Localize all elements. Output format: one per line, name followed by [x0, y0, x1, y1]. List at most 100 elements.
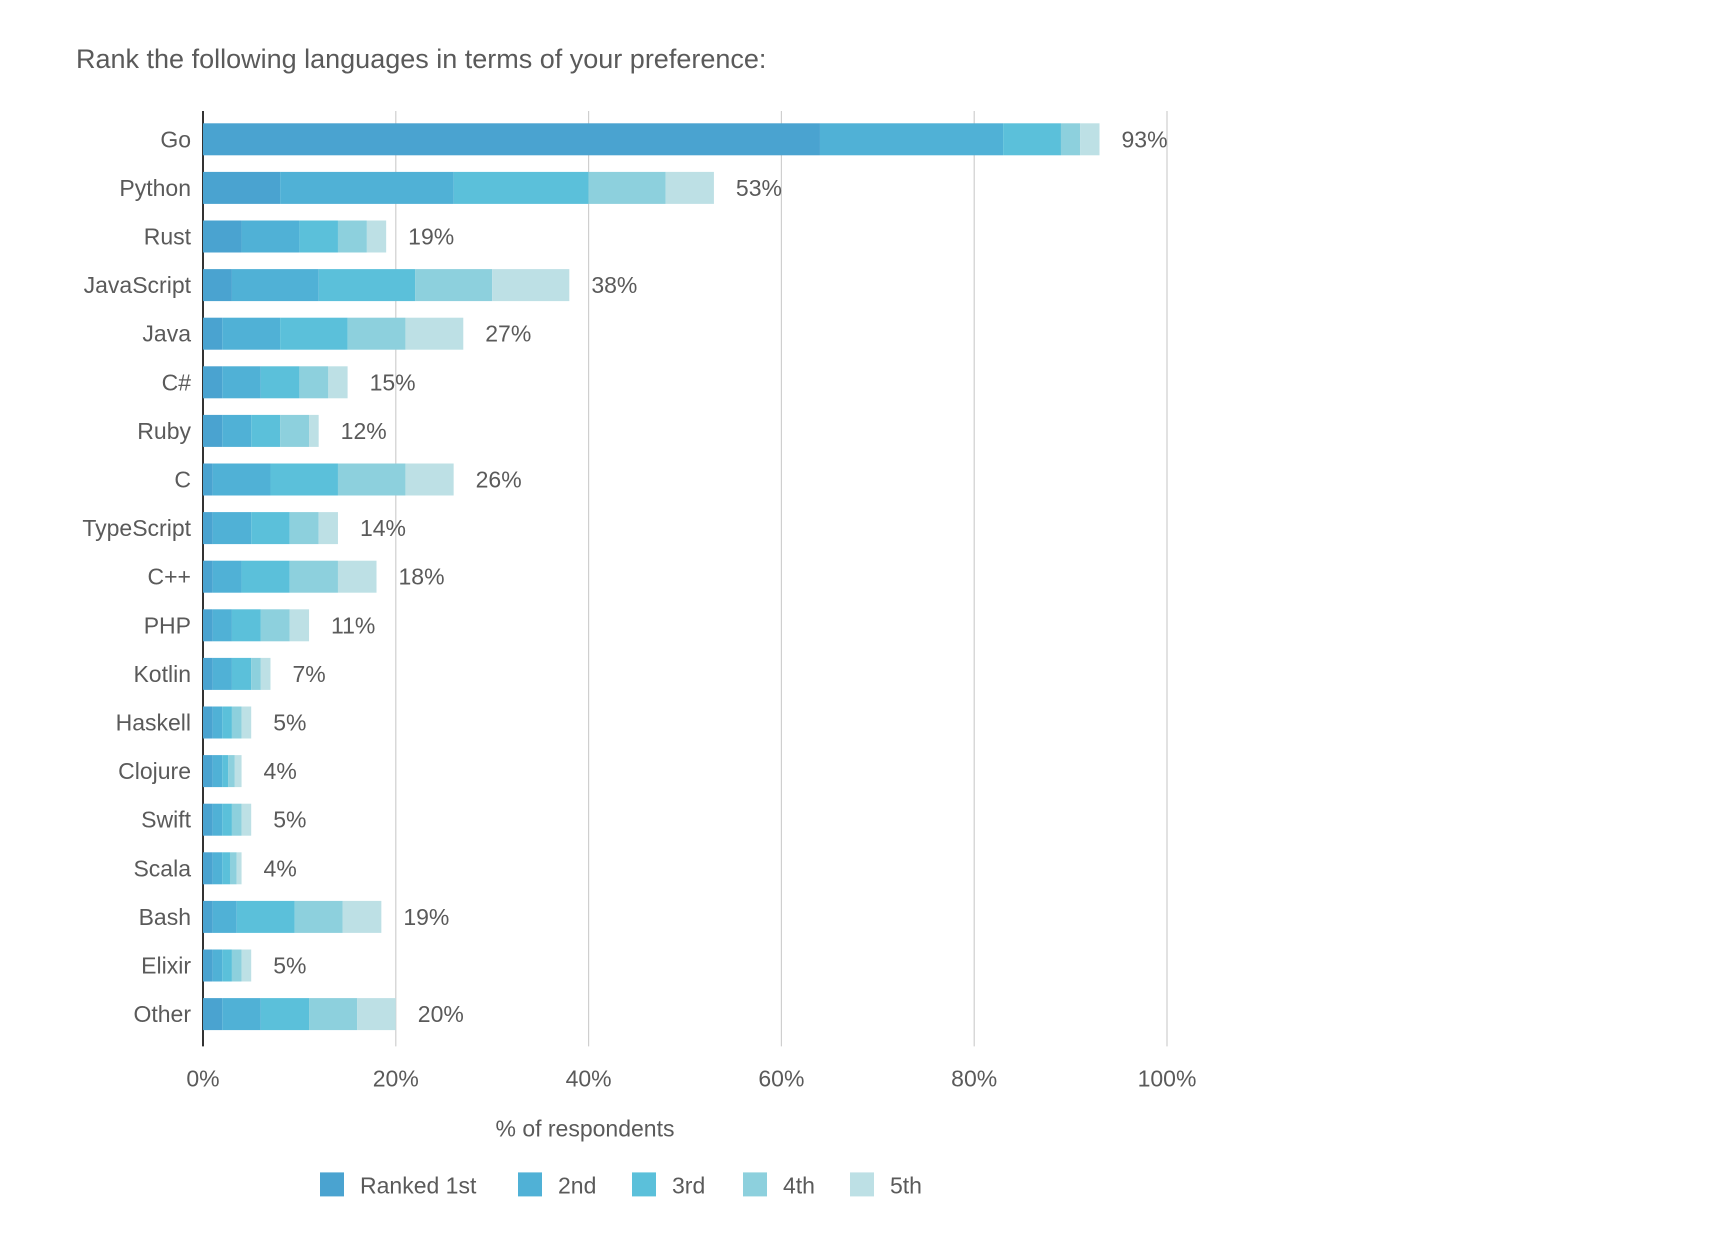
bar-rust-4th	[337, 220, 367, 253]
bar-swift-2nd	[212, 803, 223, 836]
bar-python-4th	[588, 171, 666, 204]
bar-typescript-3rd	[251, 512, 290, 545]
bar-ruby-ranked-1st	[203, 414, 223, 447]
category-label-rust: Rust	[144, 224, 192, 250]
category-label-swift: Swift	[141, 807, 191, 833]
bar-go-ranked-1st	[203, 123, 820, 156]
labels: 0% 20% 40% 60% 80% 100% Go 93% Python 53% Rust 19% J…	[82, 126, 1196, 1141]
bar-scala-ranked-1st	[203, 852, 213, 885]
total-label-javascript: 38%	[591, 272, 637, 298]
bar-python-5th	[665, 171, 714, 204]
bar-elixir-ranked-1st	[203, 949, 213, 982]
bar-haskell-4th	[231, 706, 242, 739]
bar-kotlin-ranked-1st	[203, 657, 213, 690]
bar-csharp-3rd	[260, 366, 300, 399]
category-label-elixir: Elixir	[141, 953, 191, 979]
bars	[203, 123, 1100, 1031]
bar-clojure-2nd	[212, 755, 223, 788]
category-label-csharp: C#	[162, 369, 192, 395]
bar-kotlin-3rd	[231, 657, 252, 690]
total-label-other: 20%	[418, 1001, 464, 1027]
legend-swatch-4th	[743, 1172, 767, 1197]
chart-title: Rank the following languages in terms of…	[76, 44, 767, 74]
bar-other-3rd	[260, 998, 310, 1031]
bar-csharp-5th	[328, 366, 348, 399]
total-label-csharp: 15%	[370, 369, 416, 395]
bar-python-3rd	[453, 171, 589, 204]
bar-typescript-5th	[318, 512, 338, 545]
bar-elixir-2nd	[212, 949, 223, 982]
x-tick-label: 60%	[758, 1065, 804, 1091]
bar-elixir-5th	[241, 949, 252, 982]
x-tick-label: 100%	[1138, 1065, 1197, 1091]
category-label-php: PHP	[144, 612, 191, 638]
category-label-ruby: Ruby	[137, 418, 191, 444]
bar-clojure-3rd	[222, 755, 229, 788]
bar-swift-4th	[231, 803, 242, 836]
bar-csharp-4th	[299, 366, 329, 399]
category-label-typescript: TypeScript	[82, 515, 191, 541]
total-label-bash: 19%	[403, 904, 449, 930]
bar-java-5th	[405, 317, 464, 350]
bar-swift-ranked-1st	[203, 803, 213, 836]
total-label-elixir: 5%	[273, 953, 306, 979]
bar-bash-ranked-1st	[203, 900, 213, 933]
bar-cplusplus-4th	[289, 560, 338, 593]
total-label-java: 27%	[485, 321, 531, 347]
bar-csharp-2nd	[222, 366, 261, 399]
bar-rust-ranked-1st	[203, 220, 242, 253]
bar-cplusplus-5th	[337, 560, 377, 593]
bar-scala-5th	[236, 852, 242, 885]
bar-csharp-ranked-1st	[203, 366, 223, 399]
bar-php-4th	[260, 609, 290, 642]
bar-scala-2nd	[212, 852, 223, 885]
bar-python-2nd	[280, 171, 454, 204]
bar-rust-5th	[366, 220, 387, 253]
bar-clojure-ranked-1st	[203, 755, 213, 788]
bar-javascript-4th	[415, 269, 493, 302]
legend-label-2nd: 2nd	[558, 1172, 596, 1198]
bar-swift-3rd	[222, 803, 232, 836]
bar-swift-5th	[241, 803, 252, 836]
bar-cplusplus-ranked-1st	[203, 560, 213, 593]
total-label-clojure: 4%	[264, 758, 297, 784]
total-label-haskell: 5%	[273, 710, 306, 736]
bar-c-3rd	[270, 463, 338, 496]
bar-bash-4th	[294, 900, 343, 933]
bar-kotlin-2nd	[212, 657, 232, 690]
bar-haskell-ranked-1st	[203, 706, 213, 739]
bar-c-2nd	[212, 463, 271, 496]
category-label-python: Python	[119, 175, 191, 201]
bar-scala-3rd	[222, 852, 230, 885]
x-tick-label: 0%	[186, 1065, 219, 1091]
bar-haskell-5th	[241, 706, 252, 739]
bar-ruby-5th	[309, 414, 319, 447]
total-label-scala: 4%	[264, 855, 297, 881]
bar-kotlin-4th	[251, 657, 261, 690]
bar-php-3rd	[231, 609, 261, 642]
bar-go-3rd	[1003, 123, 1061, 156]
bar-javascript-5th	[492, 269, 570, 302]
bar-typescript-2nd	[212, 512, 252, 545]
total-label-ruby: 12%	[341, 418, 387, 444]
total-label-rust: 19%	[408, 224, 454, 250]
bar-typescript-4th	[289, 512, 319, 545]
bar-c-ranked-1st	[203, 463, 213, 496]
legend-swatch-5th	[850, 1172, 874, 1197]
x-tick-label: 40%	[566, 1065, 612, 1091]
bar-elixir-3rd	[222, 949, 232, 982]
bar-javascript-2nd	[231, 269, 319, 302]
category-label-go: Go	[160, 126, 191, 152]
x-tick-label: 20%	[373, 1065, 419, 1091]
bar-php-ranked-1st	[203, 609, 213, 642]
bar-kotlin-5th	[260, 657, 271, 690]
category-label-bash: Bash	[139, 904, 191, 930]
category-label-javascript: JavaScript	[84, 272, 192, 298]
bar-php-5th	[289, 609, 310, 642]
bar-scala-4th	[229, 852, 237, 885]
legend-label-4th: 4th	[783, 1172, 815, 1198]
bar-elixir-4th	[231, 949, 242, 982]
bar-bash-3rd	[236, 900, 295, 933]
bar-other-5th	[357, 998, 396, 1031]
